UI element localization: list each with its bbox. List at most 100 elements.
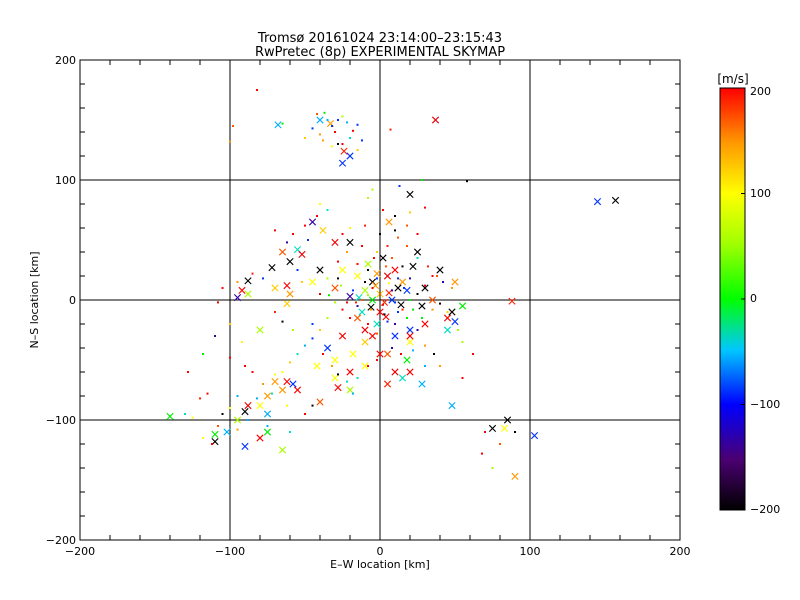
dot-point-174 [388,282,390,285]
dot-point-25 [466,180,468,183]
cross-point-45 [448,308,456,316]
cross-point-77 [166,412,174,420]
dot-point-180 [328,294,330,297]
dot-point-84 [236,395,239,397]
dot-point-177 [394,301,396,304]
cross-point-96 [361,326,369,334]
dot-point-20 [256,89,258,91]
dot-point-46 [337,260,339,263]
cross-point-62 [289,380,297,388]
dot-point-166 [341,233,344,235]
cross-point-33 [398,278,407,286]
dot-point-138 [373,257,375,259]
dot-point-97 [221,287,224,289]
cross-point-46 [451,318,459,326]
cross-point-19 [244,277,252,285]
y-axis-label: N–S location [km] [28,251,41,348]
cross-point-93 [503,416,512,424]
dot-point-141 [446,311,449,313]
dot-point-132 [352,289,354,292]
dot-point-69 [349,317,351,319]
cross-point-114 [376,308,384,316]
dot-point-61 [421,317,423,319]
cross-point-91 [530,432,539,440]
dot-point-76 [296,353,299,355]
cross-point-49 [421,320,429,328]
cross-point-111 [418,302,426,310]
y-tick-label-3: 100 [55,174,76,187]
cross-point-9 [406,190,414,198]
cross-point-41 [413,248,422,256]
y-tick-label-0: −200 [46,534,76,547]
cross-point-25 [283,300,291,308]
dot-point-154 [289,431,291,433]
dot-point-110 [356,377,359,379]
dot-point-98 [236,281,239,283]
dot-point-169 [394,229,396,232]
y-tick-label-1: −100 [46,414,76,427]
dot-point-95 [229,323,231,325]
dot-point-60 [431,308,434,311]
colorbar-tick-label-3: 100 [750,187,771,200]
dot-point-163 [202,353,204,355]
dot-point-111 [367,365,369,367]
dot-point-117 [433,353,435,355]
cross-point-83 [403,356,411,364]
cross-point-70 [211,430,219,438]
cross-point-55 [349,350,357,358]
dot-point-175 [367,294,369,297]
dot-point-151 [514,431,516,433]
cross-point-76 [278,446,287,454]
dot-point-162 [184,413,186,415]
dot-point-178 [340,284,342,287]
cross-point-40 [308,278,317,286]
cross-point-122 [373,270,381,278]
cross-point-107 [379,254,387,262]
cross-point-32 [391,266,399,274]
dot-point-16 [304,137,306,139]
cross-point-44 [458,302,467,310]
dot-point-72 [326,317,329,319]
cross-point-16 [298,250,306,258]
colorbar-ticks [741,87,745,511]
dot-point-165 [349,227,351,229]
cross-point-35 [368,296,377,304]
cross-point-74 [256,434,264,442]
dot-point-106 [331,365,333,367]
dot-point-9 [334,131,336,133]
dot-point-39 [274,229,276,232]
dot-point-6 [346,121,348,124]
dot-point-91 [187,371,189,373]
y-tick-label-4: 200 [55,54,76,67]
dot-point-102 [281,320,284,323]
dot-point-49 [367,269,369,271]
cross-point-13 [331,238,339,246]
cross-point-29 [353,272,362,280]
dot-point-112 [376,359,378,361]
cross-point-65 [263,392,272,400]
dot-point-44 [319,293,321,295]
data-points [166,89,620,480]
dot-point-77 [289,361,291,364]
dot-point-129 [383,313,386,316]
dot-point-24 [421,179,423,181]
dot-point-26 [337,143,339,145]
dot-point-57 [442,281,444,283]
cross-point-53 [383,350,392,358]
dot-point-172 [376,277,378,280]
dot-point-59 [439,302,441,305]
dot-point-10 [349,137,351,139]
dot-point-94 [241,341,243,343]
dot-point-130 [391,289,393,292]
cross-point-8 [593,198,602,206]
dot-point-108 [346,380,348,383]
cross-point-51 [406,338,414,346]
dot-point-156 [311,404,314,407]
dot-point-89 [202,437,204,439]
dot-point-11 [341,143,344,145]
dot-point-55 [427,265,429,268]
grid-lines [80,60,680,540]
dot-point-161 [206,392,209,395]
dot-point-71 [334,301,336,304]
dot-point-12 [361,139,363,142]
